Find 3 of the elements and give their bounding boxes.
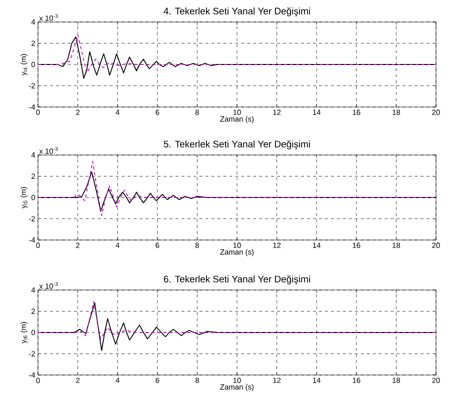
- chart-title: 5. Tekerlek Seti Yanal Yer Değişimi: [164, 140, 310, 150]
- chart-title: 4. Tekerlek Seti Yanal Yer Değişimi: [164, 7, 310, 16]
- chart-title: 6. Tekerlek Seti Yanal Yer Değişimi: [164, 275, 310, 284]
